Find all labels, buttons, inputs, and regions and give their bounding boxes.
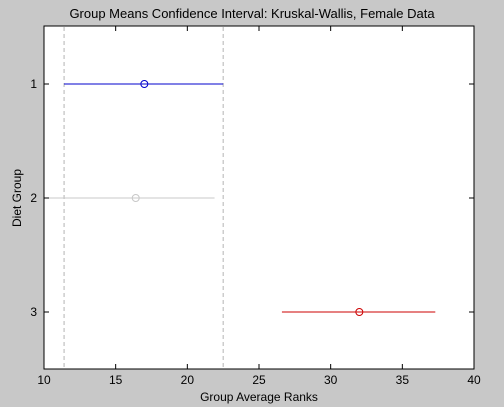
y-tick-label-1: 1 [30, 77, 37, 91]
x-tick-label-25: 25 [252, 373, 266, 387]
y-tick-label-2: 2 [30, 191, 37, 205]
x-tick-label-35: 35 [396, 373, 410, 387]
x-tick-label-15: 15 [109, 373, 123, 387]
mean-marker-group-1 [140, 80, 149, 88]
mean-marker-group-3 [355, 308, 364, 316]
x-tick-label-20: 20 [181, 373, 195, 387]
mean-marker-group-2 [131, 194, 140, 202]
y-axis-label: Diet Group [10, 169, 24, 227]
chart-title: Group Means Confidence Interval: Kruskal… [69, 6, 435, 21]
x-axis-label: Group Average Ranks [200, 390, 318, 404]
x-tick-label-40: 40 [467, 373, 481, 387]
x-tick-label-10: 10 [37, 373, 51, 387]
x-tick-label-30: 30 [324, 373, 338, 387]
interval-marks [44, 80, 436, 316]
y-tick-label-3: 3 [30, 305, 37, 319]
y-axis-ticks: 1 2 3 [30, 77, 474, 319]
x-axis-ticks: 10 15 20 25 30 35 40 [37, 26, 481, 387]
